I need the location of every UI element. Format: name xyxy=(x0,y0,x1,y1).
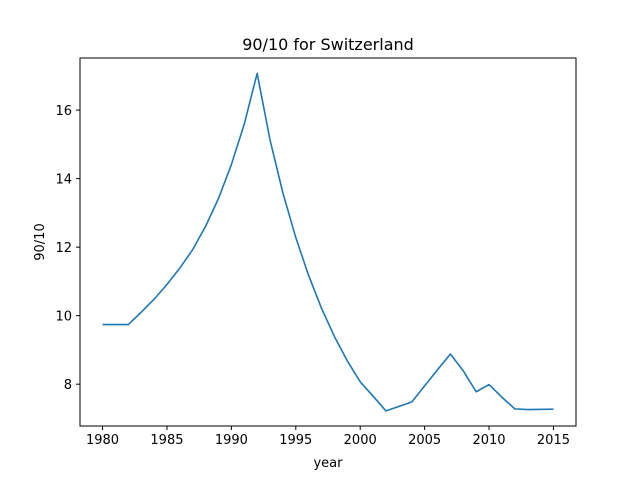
y-axis-label: 90/10 xyxy=(33,223,48,260)
x-tick-label: 1980 xyxy=(86,433,119,448)
y-tick-label: 16 xyxy=(55,104,72,119)
x-tick-label: 2000 xyxy=(344,433,377,448)
y-tick-label: 10 xyxy=(55,310,72,325)
x-tick-label: 1995 xyxy=(279,433,312,448)
x-tick-label: 1990 xyxy=(215,433,248,448)
y-tick-label: 12 xyxy=(55,241,72,256)
x-tick-label: 1985 xyxy=(150,433,183,448)
x-axis-label: year xyxy=(313,456,343,471)
axes-frame xyxy=(79,57,577,427)
y-axis: 8 10 12 14 16 xyxy=(55,104,80,393)
x-axis: 1980 1985 1990 1995 2000 2005 2010 2015 xyxy=(86,426,570,448)
x-tick-label: 2010 xyxy=(472,433,505,448)
series-line-0 xyxy=(102,72,554,412)
plot-area xyxy=(102,72,554,412)
y-tick-label: 14 xyxy=(55,173,72,188)
x-tick-label: 2015 xyxy=(537,433,570,448)
x-tick-label: 2005 xyxy=(408,433,441,448)
y-tick-label: 8 xyxy=(64,378,72,393)
chart-title: 90/10 for Switzerland xyxy=(242,35,414,54)
